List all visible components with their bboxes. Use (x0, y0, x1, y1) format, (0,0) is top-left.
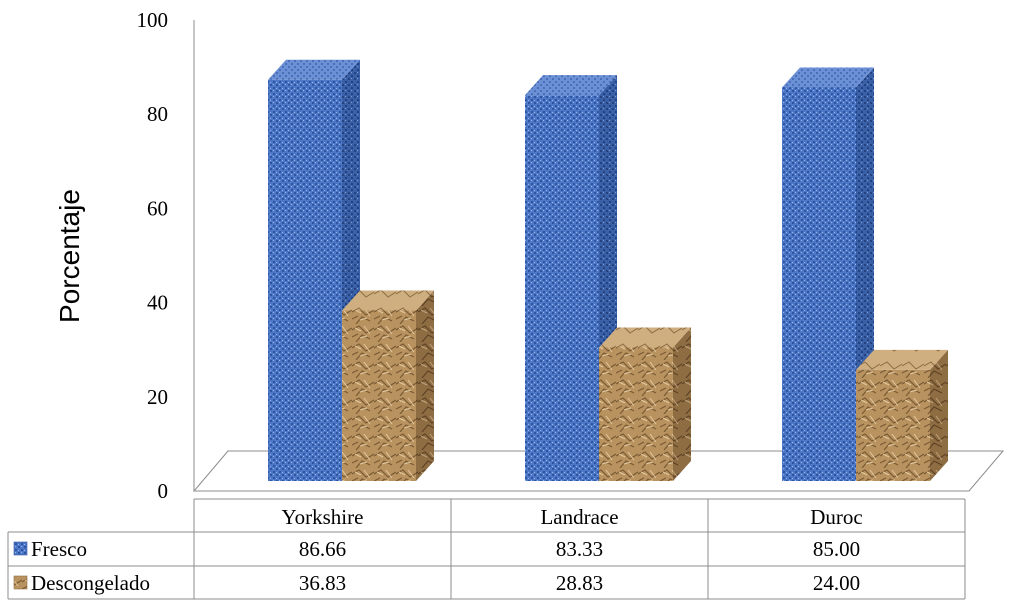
table-value-cell: 85.00 (813, 537, 860, 561)
bar-fresco-duroc (782, 67, 874, 481)
table-value-cell: 86.66 (299, 537, 346, 561)
bar-fresco-landrace (525, 75, 617, 481)
table-value-cell: 24.00 (813, 571, 860, 595)
y-tick-label: 0 (158, 479, 169, 503)
bar-descongelado-landrace (599, 327, 691, 481)
y-axis-label: Porcentaje (54, 189, 85, 323)
y-tick-label: 40 (147, 291, 168, 315)
data-table: Yorkshire Landrace Duroc Fresco 86.66 83.33 85… (7, 498, 966, 600)
table-value-cell: 36.83 (299, 571, 346, 595)
y-tick-label: 100 (137, 8, 169, 32)
table-row: Fresco 86.66 83.33 85.00 (13, 537, 860, 561)
table-header-cell: Landrace (540, 505, 618, 529)
legend-series-name: Fresco (31, 537, 87, 561)
bars (268, 59, 948, 482)
y-ticks: 0 20 40 60 80 100 (137, 8, 169, 503)
chart-floor (192, 450, 1005, 492)
y-tick-label: 80 (147, 102, 168, 126)
y-tick-label: 20 (147, 385, 168, 409)
table-value-cell: 28.83 (556, 571, 603, 595)
table-header-cell: Yorkshire (282, 505, 364, 529)
legend-series-name: Descongelado (31, 571, 150, 595)
table-header-cell: Duroc (810, 505, 862, 529)
legend-swatch (13, 575, 28, 590)
axes (192, 20, 1005, 492)
y-tick-label: 60 (147, 196, 168, 220)
legend-swatch (13, 541, 28, 556)
table-row: Descongelado 36.83 28.83 24.00 (13, 571, 860, 595)
table-value-cell: 83.33 (556, 537, 603, 561)
bar-descongelado-duroc (856, 349, 948, 481)
bar-descongelado-yorkshire (342, 290, 434, 481)
